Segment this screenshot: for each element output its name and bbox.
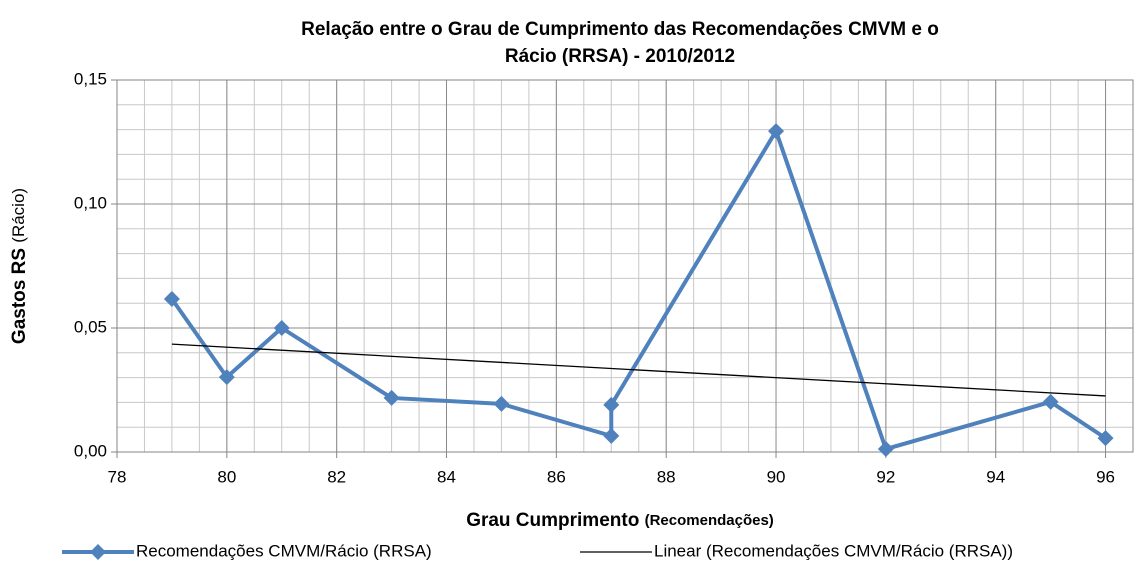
x-axis-title: Grau Cumprimento (Recomendações) (466, 510, 774, 531)
data-point (877, 441, 894, 458)
data-point (603, 396, 620, 413)
y-axis-label: Gastos RS (9, 248, 30, 344)
data-point (383, 389, 400, 406)
chart-title: Rácio (RRSA) - 2010/2012 (505, 46, 735, 67)
x-tick-label: 86 (547, 467, 566, 486)
data-point (603, 427, 620, 444)
x-axis-label: Grau Cumprimento (466, 510, 639, 531)
y-tick-label: 0,05 (74, 317, 107, 336)
x-tick-label: 78 (108, 467, 127, 486)
y-tick-label: 0,10 (74, 193, 107, 212)
x-axis-note: (Recomendações) (645, 512, 774, 529)
x-tick-label: 96 (1096, 467, 1115, 486)
x-tick-label: 84 (437, 467, 456, 486)
data-point (163, 290, 180, 307)
y-axis-title: Gastos RS (Rácio) (9, 188, 30, 344)
trend-line (171, 343, 1106, 397)
data-point (218, 369, 235, 386)
legend-label: Linear (Recomendações CMVM/Rácio (RRSA)) (654, 541, 1013, 560)
data-point (1042, 393, 1059, 410)
legend-marker (90, 544, 106, 560)
x-tick-label: 80 (217, 467, 236, 486)
x-tick-label: 82 (327, 467, 346, 486)
y-axis-note: (Rácio) (9, 188, 28, 243)
x-tick-label: 94 (986, 467, 1005, 486)
y-tick-label: 0,00 (74, 441, 107, 460)
x-tick-label: 90 (767, 467, 786, 486)
chart-title: Relação entre o Grau de Cumprimento das … (301, 19, 939, 40)
data-point (768, 123, 785, 140)
data-point (1097, 430, 1114, 447)
legend-label: Recomendações CMVM/Rácio (RRSA) (136, 541, 432, 560)
x-tick-label: 88 (657, 467, 676, 486)
data-point (273, 320, 290, 336)
plot-border (116, 79, 1134, 453)
y-tick-label: 0,15 (74, 69, 107, 88)
data-point (493, 395, 510, 412)
x-tick-label: 92 (876, 467, 895, 486)
